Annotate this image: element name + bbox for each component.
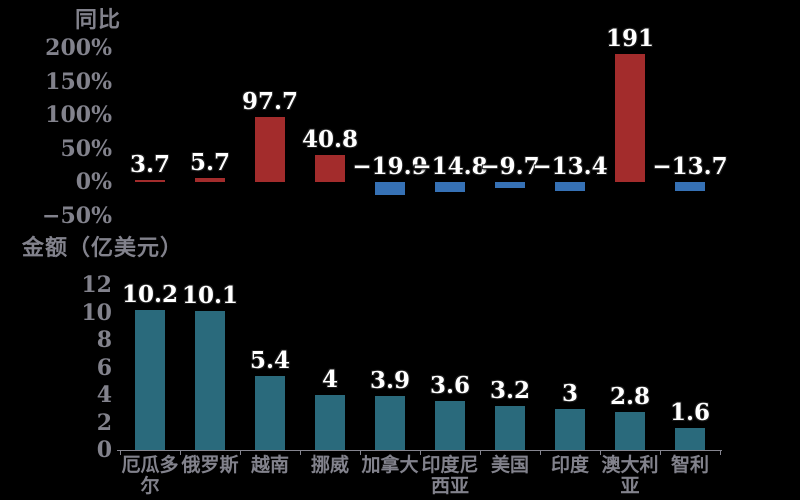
x-axis-tick [240,451,241,455]
x-axis-tick [420,451,421,455]
x-axis-tick [360,451,361,455]
yoy-bar-4 [375,182,405,196]
x-tick-label: 印度 [550,454,589,476]
x-tick-label: 美国 [490,454,529,476]
yoy-value-label: 3.7 [129,150,170,178]
yoy-bar-8 [615,54,645,182]
y-tick-label: 10 [81,299,112,326]
yoy-bar-7 [555,182,585,191]
y-tick-label: 2 [96,409,112,436]
amount-bar-3 [315,395,345,450]
y-tick-label: −50% [42,202,112,229]
yoy-value-label: 40.8 [301,125,359,153]
yoy-value-label: 191 [605,25,654,53]
amount-value-label: 5.4 [249,346,290,374]
amount-bar-8 [615,411,645,450]
amount-bar-7 [555,408,585,450]
amount-value-label: 2.8 [609,382,650,410]
x-axis-tick [300,451,301,455]
amount-bar-5 [435,400,465,450]
x-axis-tick [600,451,601,455]
yoy-value-label: 5.7 [189,149,230,177]
yoy-value-label: −19.9 [352,153,428,180]
yoy-bar-9 [675,182,705,192]
yoy-bar-0 [135,179,165,182]
amount-value-label: 10.2 [121,280,179,308]
y-tick-label: 50% [60,135,112,162]
amount-value-label: 3 [561,379,578,407]
x-tick-label: 加拿大 [361,454,419,476]
yoy-value-label: −13.7 [652,153,728,180]
x-axis-tick [120,451,121,455]
yoy-bar-1 [195,178,225,182]
amount-bar-0 [135,309,165,450]
x-tick-label: 澳大利 亚 [601,454,659,497]
amount-bar-4 [375,396,405,450]
x-axis-tick [720,451,721,455]
y-tick-label: 100% [45,102,112,128]
y-tick-label: 12 [81,272,112,298]
amount-value-label: 3.6 [429,371,470,399]
yoy-value-label: −9.7 [480,153,540,180]
yoy-bar-5 [435,182,465,192]
yoy-value-label: −13.4 [532,153,608,180]
yoy-bar-6 [495,182,525,189]
amount-value-label: 1.6 [669,399,710,426]
x-axis-tick [180,451,181,455]
amount-value-label: 3.2 [489,377,530,404]
amount-value-label: 10.1 [181,282,239,310]
x-tick-label: 俄罗斯 [181,454,239,476]
x-axis-tick [480,451,481,455]
y-tick-label: 8 [96,327,112,353]
amount-bar-9 [675,428,705,450]
x-tick-label: 印度尼 西亚 [421,454,479,497]
yoy-bar-3 [315,154,345,182]
x-axis-tick [540,451,541,455]
y-tick-label: 200% [45,35,112,61]
x-axis-line [117,450,722,451]
y-tick-label: 0 [96,437,112,463]
x-tick-label: 厄瓜多 尔 [121,454,179,497]
amount-bar-2 [255,375,285,450]
amount-bar-1 [195,311,225,450]
x-tick-label: 智利 [670,454,709,476]
yoy-value-label: −14.8 [412,153,488,180]
amount-bar-6 [495,406,525,450]
y-tick-label: 6 [96,354,112,381]
y-tick-label: 150% [45,68,112,95]
yoy-bar-2 [255,116,285,182]
x-tick-label: 挪威 [310,454,349,476]
x-axis-tick [660,451,661,455]
y-tick-label: 4 [96,382,112,408]
yoy-chart-title: 同比 [75,7,122,33]
amount-value-label: 4 [321,366,338,393]
y-tick-label: 0% [75,169,112,195]
amount-value-label: 3.9 [369,367,410,395]
amount-chart-title: 金额（亿美元） [22,235,184,261]
x-tick-label: 越南 [250,454,289,476]
yoy-value-label: 97.7 [241,87,299,115]
